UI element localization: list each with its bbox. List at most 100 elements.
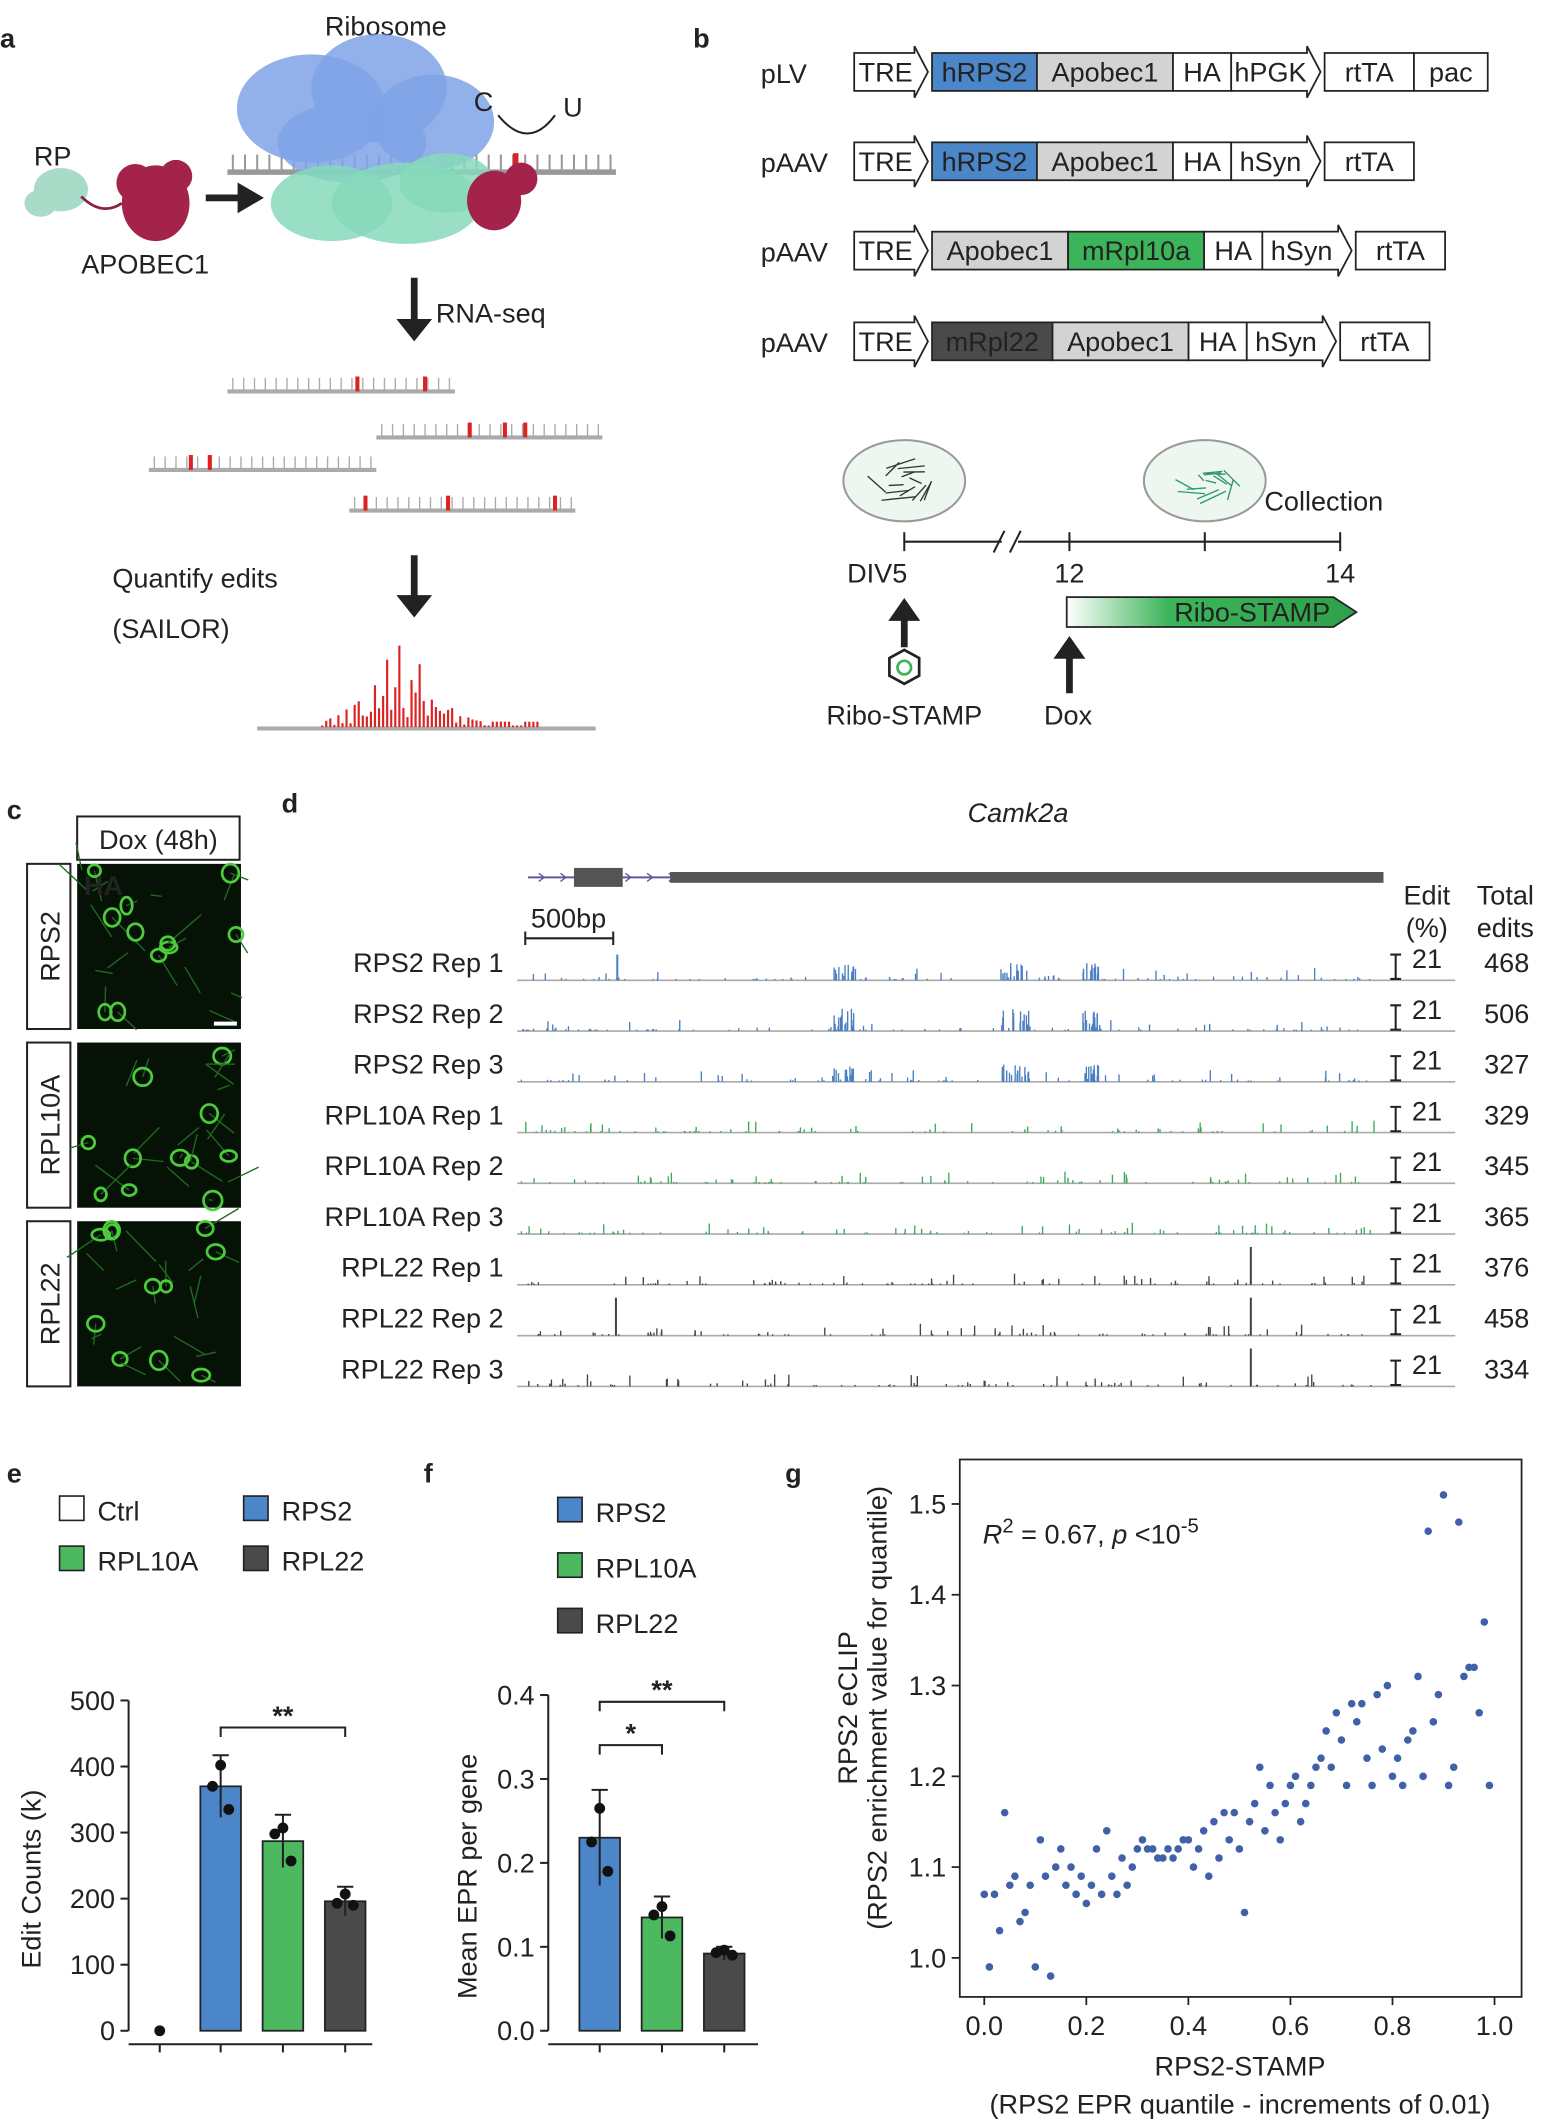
track-scale: 21 xyxy=(1412,1197,1442,1228)
track-name: RPS2 Rep 1 xyxy=(353,947,503,978)
construct-part xyxy=(1339,321,1431,362)
scale-bracket xyxy=(1390,1156,1402,1183)
neurite xyxy=(179,1153,184,1159)
cell-body xyxy=(111,1351,129,1367)
construct-part xyxy=(1172,141,1233,182)
scatter-point xyxy=(1123,1881,1131,1890)
track-scale: 21 xyxy=(1412,1298,1442,1329)
y-tick-label: 1.0 xyxy=(909,1942,947,1973)
sailor-label: (SAILOR) xyxy=(112,613,229,644)
c-label: C xyxy=(474,86,494,117)
data-point xyxy=(223,1804,235,1815)
scatter-point xyxy=(1307,1781,1315,1790)
significance-label: ** xyxy=(272,1700,294,1731)
track-scale: 21 xyxy=(1412,1095,1442,1126)
y-tick-label: 300 xyxy=(70,1817,115,1848)
scatter-point xyxy=(980,1890,989,1899)
data-point xyxy=(602,1865,614,1877)
annotation-part: R xyxy=(983,1518,1003,1549)
neurite xyxy=(117,1011,137,1031)
cell-body xyxy=(195,1219,215,1237)
x-axis-sublabel: (RPS2 EPR quantile - increments of 0.01) xyxy=(990,2088,1491,2119)
annotation-part: <10 xyxy=(1127,1518,1180,1549)
neurite xyxy=(214,1053,231,1078)
scatter-point xyxy=(1036,1836,1045,1844)
scatter-point xyxy=(1082,1899,1091,1908)
scatter-point xyxy=(1281,1799,1290,1808)
bar xyxy=(703,1952,746,2032)
annotation: R2 = 0.67, p <10-5 xyxy=(983,1515,1199,1549)
arrow xyxy=(205,182,264,214)
cell-body xyxy=(86,863,102,879)
down-arrow xyxy=(396,555,433,618)
scatter-point xyxy=(1072,1890,1080,1899)
scale-bracket xyxy=(1390,1105,1402,1133)
scatter-point xyxy=(1373,1690,1381,1699)
neurite xyxy=(235,934,249,954)
virus-core xyxy=(896,659,913,676)
scatter-point xyxy=(1108,1872,1116,1880)
scatter-point xyxy=(1092,1845,1101,1853)
scatter-point xyxy=(1342,1781,1351,1790)
part-label: rtTA xyxy=(1345,56,1394,87)
part-label: hSyn xyxy=(1255,326,1317,357)
y-tick-label: 400 xyxy=(70,1751,115,1782)
ribo-stamp-bar xyxy=(1065,596,1359,628)
track-name: RPS2 Rep 2 xyxy=(353,998,503,1029)
scatter-point xyxy=(1138,1836,1147,1844)
track-total: 327 xyxy=(1484,1049,1529,1080)
track-total: 345 xyxy=(1484,1150,1529,1181)
scatter-point xyxy=(1164,1845,1172,1853)
track-name: RPL10A Rep 2 xyxy=(325,1150,504,1181)
scatter-point xyxy=(1347,1699,1356,1708)
y-tick-label: 0.4 xyxy=(497,1680,535,1711)
scatter-point xyxy=(1057,1845,1065,1853)
cell-body xyxy=(143,1277,162,1295)
construct-part xyxy=(1172,52,1233,92)
cell-body xyxy=(159,935,177,952)
x-tick-label: 1.0 xyxy=(1476,2010,1514,2041)
scatter-point xyxy=(1409,1727,1417,1735)
y-tick-label: 1.2 xyxy=(909,1761,947,1792)
significance-bracket xyxy=(219,1726,347,1738)
construct-part xyxy=(1354,230,1446,271)
scatter-point xyxy=(1383,1681,1392,1690)
y-tick-label: 0.0 xyxy=(497,2015,535,2046)
track-total: 334 xyxy=(1484,1353,1529,1384)
plot-frame xyxy=(958,1458,1523,1998)
scale-bar-label: 500bp xyxy=(531,902,606,933)
part-label: TRE xyxy=(859,235,913,266)
neurite xyxy=(95,969,113,975)
track-scale: 21 xyxy=(1412,943,1442,974)
cell-body xyxy=(202,1189,224,1212)
annotation-part: -5 xyxy=(1181,1515,1199,1537)
x-tick-label: 0.6 xyxy=(1272,2010,1310,2041)
construct-part xyxy=(1323,141,1415,182)
neurite xyxy=(205,1063,235,1085)
scatter-point xyxy=(1460,1672,1468,1681)
scatter-point xyxy=(1439,1491,1448,1499)
apobec-blob xyxy=(504,162,538,196)
scatter-point xyxy=(1062,1881,1070,1890)
scatter-point xyxy=(1363,1754,1371,1762)
neurite xyxy=(230,992,243,999)
part-label: TRE xyxy=(859,146,913,177)
neuron xyxy=(1197,474,1205,482)
legend-swatch xyxy=(556,1607,583,1634)
track-scale: 21 xyxy=(1412,1248,1442,1279)
scatter-point xyxy=(1485,1781,1494,1790)
scatter-point xyxy=(1368,1781,1376,1790)
scatter-point xyxy=(1429,1718,1438,1726)
neurite xyxy=(152,1286,157,1304)
scatter-point xyxy=(1087,1881,1096,1890)
neurite xyxy=(196,1351,217,1358)
neuron xyxy=(1223,469,1241,487)
quantify-label: Quantify edits xyxy=(112,563,277,594)
cell-body xyxy=(102,1220,121,1241)
scatter-point xyxy=(1005,1881,1014,1890)
part-label: rtTA xyxy=(1376,235,1425,266)
y-tick-label: 1.5 xyxy=(909,1488,947,1519)
significance-label: * xyxy=(626,1717,637,1748)
neuron xyxy=(881,496,916,501)
